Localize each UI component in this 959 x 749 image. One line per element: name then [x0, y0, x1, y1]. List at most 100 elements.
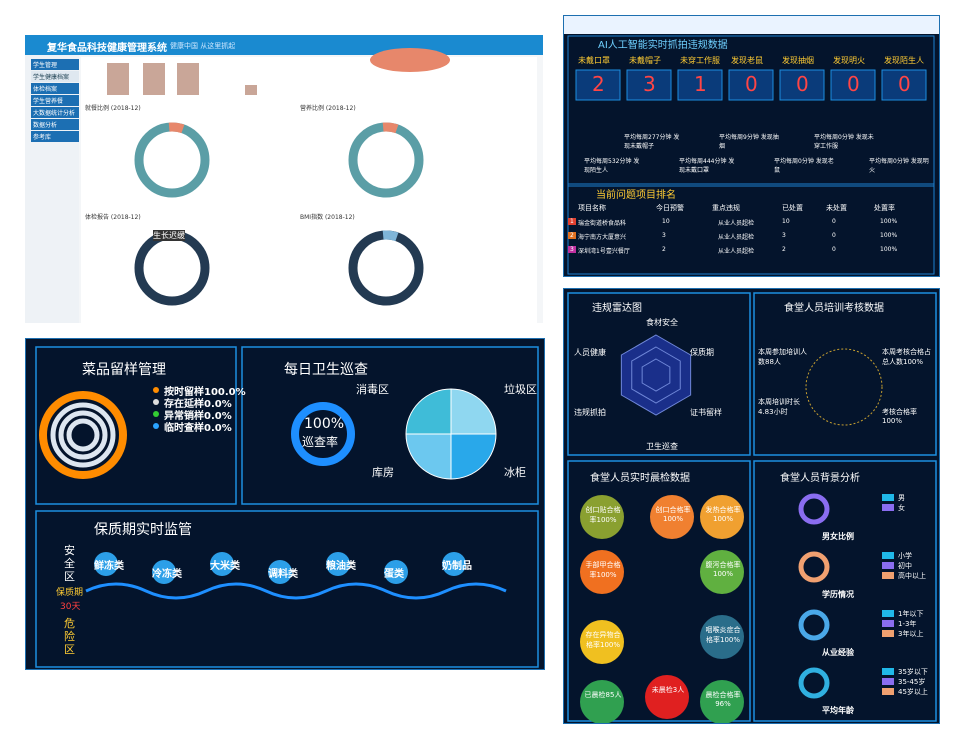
check-stat: 咽喉炎症合格率100%	[705, 626, 741, 644]
column-header: 处置率	[874, 204, 895, 212]
counter-box	[575, 69, 621, 101]
legend-swatch	[882, 678, 894, 685]
check-circle	[580, 550, 624, 594]
mini-donut	[798, 551, 830, 583]
check-circle	[700, 495, 744, 539]
staff-panel: 违规雷达图 食材安全 保质期 证书留样 卫生巡查 违规抓拍 人员健康 食堂人员培训考核数据 本周…	[563, 288, 940, 724]
ring	[39, 391, 127, 479]
counter-box	[677, 69, 723, 101]
chart-title: 营养比例 (2018-12)	[300, 105, 356, 112]
bubble	[94, 552, 118, 576]
cell: 1	[568, 218, 576, 225]
menu-item[interactable]: 学生营养餐	[31, 95, 79, 106]
gauge-value: 100%	[304, 416, 345, 432]
decor	[564, 16, 939, 275]
column-header: 重点违规	[712, 204, 740, 212]
bubble-label: 蛋类	[384, 569, 404, 580]
section-title: 食堂人员培训考核数据	[784, 303, 884, 314]
legend-swatch	[882, 562, 894, 569]
frame	[35, 346, 539, 668]
radar-axis: 卫生巡查	[646, 442, 678, 451]
menu-item[interactable]: 数据分析	[31, 119, 79, 130]
panel-title: AI人工智能实时抓拍违规数据	[598, 40, 728, 51]
cell: 2	[782, 246, 786, 253]
check-stat: 手部甲合格率100%	[585, 561, 621, 579]
counter-value: 0	[847, 72, 860, 96]
section-title: 当前问题项目排名	[596, 190, 676, 201]
chart-title: 体检报告 (2018-12)	[85, 214, 141, 221]
pie-slice	[405, 433, 452, 480]
cell: 瑞金街道桥食品科	[578, 220, 627, 227]
bubble-label: 调料类	[268, 569, 298, 580]
bubble	[210, 552, 234, 576]
shelf-days: 30天	[60, 602, 81, 612]
check-circle	[645, 675, 689, 719]
stat: 平均每周0分钟 发现老鼠	[774, 158, 834, 174]
radar-axis: 保质期	[690, 348, 714, 357]
check-stat: 发热合格率100%	[705, 506, 741, 523]
zone-label: 危险区	[64, 617, 75, 656]
legend-swatch	[882, 610, 894, 617]
chart-title: BMI指数 (2018-12)	[300, 214, 355, 221]
bubble	[268, 560, 292, 584]
cell: 3	[568, 246, 576, 253]
legend-item: 45岁以上	[898, 688, 928, 696]
radar-axis: 人员健康	[574, 348, 606, 357]
pie-slice	[405, 388, 452, 435]
legend-swatch	[882, 504, 894, 511]
zone-label: 安全区	[64, 544, 75, 583]
legend-item: 临时查样0.0%	[164, 423, 232, 434]
category: 未戴帽子	[629, 56, 661, 65]
topbar	[564, 16, 939, 34]
legend-item: 异常销样0.0%	[164, 411, 232, 422]
counter-value: 2	[592, 72, 605, 96]
check-circle	[580, 680, 624, 723]
legend-dot	[153, 411, 159, 417]
frame	[567, 292, 937, 722]
ring	[50, 402, 116, 468]
legend-swatch	[882, 620, 894, 627]
stat: 平均每周277分钟 发现未戴帽子	[624, 134, 680, 150]
legend-dot	[153, 423, 159, 429]
cell: 海宁南方大厦意兴	[578, 234, 627, 241]
content	[81, 57, 537, 323]
pie-label: 垃圾区	[504, 383, 537, 396]
radar-axis: 违规抓拍	[574, 408, 606, 417]
ring	[58, 410, 108, 460]
admin-screen: 复华食品科技健康管理系统 健康中国 从这里抓起 学生管理 学生健康档案 体检档案 学生营养…	[25, 35, 543, 323]
decor	[35, 346, 539, 668]
cell: 从业人员超检	[718, 220, 755, 227]
cell: 0	[832, 232, 836, 239]
stat: 平均每周532分钟 发现陌生人	[584, 158, 640, 174]
bubble-label: 奶制品	[442, 561, 472, 572]
bar	[245, 85, 257, 95]
cell: 10	[662, 218, 670, 225]
ring	[66, 418, 100, 452]
cell: 100%	[880, 232, 898, 239]
check-stat: 创口合格率100%	[655, 506, 691, 523]
menu-item[interactable]: 参考库	[31, 131, 79, 142]
check-stat: 创口贴合格率100%	[585, 506, 621, 524]
bubble	[384, 560, 408, 584]
check-stat: 晨检合格率96%	[705, 691, 741, 708]
counter-value: 1	[694, 72, 707, 96]
menu-item[interactable]: 体检档案	[31, 83, 79, 94]
section-title: 每日卫生巡查	[284, 362, 368, 378]
legend-item: 高中以上	[898, 572, 926, 580]
menu-item[interactable]: 学生管理	[31, 59, 79, 70]
column-header: 已处置	[782, 204, 803, 212]
train-stat: 考核合格率100%	[882, 408, 917, 425]
menu-item[interactable]: 学生健康档案	[31, 71, 79, 82]
legend-item: 初中	[898, 562, 912, 570]
section-title: 菜品留样管理	[82, 362, 166, 378]
bubble	[442, 552, 466, 576]
gauge-label: 巡查率	[302, 435, 339, 449]
counter-value: 3	[643, 72, 656, 96]
cell: 深圳湾1号壹兴餐厅	[578, 248, 630, 255]
category: 发现老鼠	[731, 56, 763, 65]
menu-item[interactable]: 大数据统计分析	[31, 107, 79, 118]
check-stat: 未晨检3人	[651, 686, 685, 694]
legend-swatch	[882, 668, 894, 675]
radar-ring	[631, 346, 681, 404]
